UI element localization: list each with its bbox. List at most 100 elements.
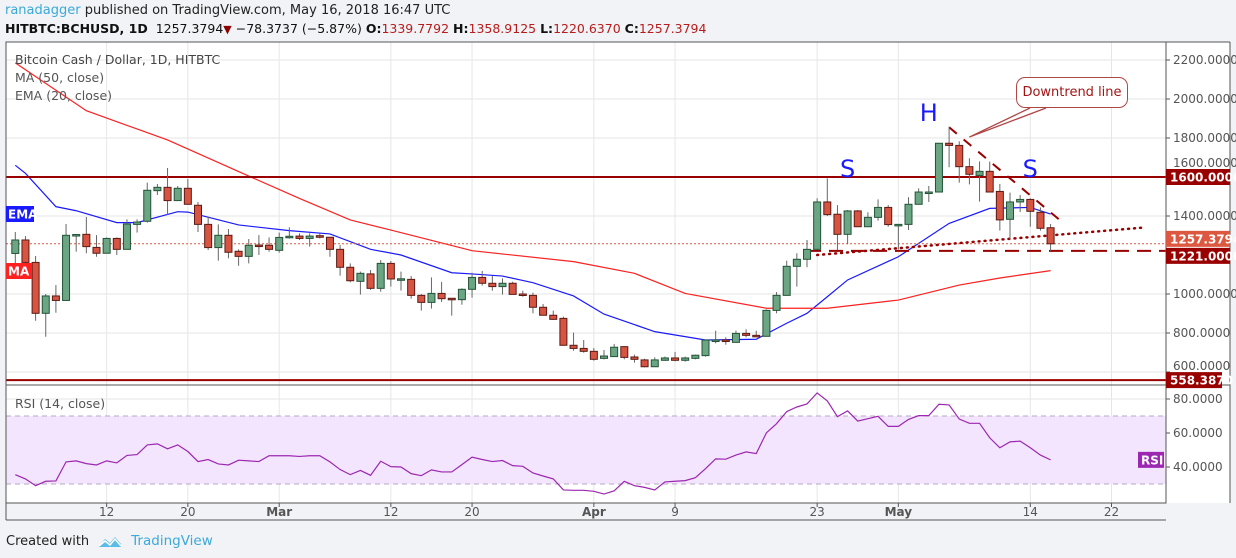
candle-body bbox=[559, 317, 568, 346]
ma-legend[interactable]: MA (50, close) bbox=[15, 70, 105, 85]
candle-body bbox=[457, 288, 466, 301]
candle bbox=[731, 330, 740, 343]
candle-body bbox=[792, 258, 801, 267]
candle-body bbox=[874, 206, 883, 218]
candle bbox=[417, 294, 426, 311]
candle bbox=[376, 260, 385, 292]
candle-body bbox=[701, 339, 710, 357]
candle bbox=[204, 216, 213, 250]
candle-body bbox=[143, 189, 152, 222]
rsi-legend[interactable]: RSI (14, close) bbox=[15, 396, 106, 411]
candle bbox=[691, 354, 700, 360]
candle-body bbox=[742, 332, 751, 336]
candle-body bbox=[528, 294, 537, 308]
ema-legend[interactable]: EMA (20, close) bbox=[15, 88, 113, 103]
y-tick-label: 1400.0000 bbox=[1173, 209, 1236, 223]
candle bbox=[539, 303, 548, 316]
chart-title: Bitcoin Cash / Dollar, 1D, HITBTC bbox=[15, 52, 221, 67]
close-label: C: bbox=[624, 21, 639, 36]
candle bbox=[356, 271, 365, 295]
candle bbox=[579, 340, 588, 353]
candle-body bbox=[244, 244, 253, 257]
candle bbox=[254, 235, 263, 255]
candle-body bbox=[630, 356, 639, 360]
y-tick-label: 600.0000 bbox=[1173, 359, 1230, 373]
candle bbox=[549, 310, 558, 320]
candle bbox=[559, 316, 568, 346]
candle bbox=[315, 233, 324, 239]
candle bbox=[711, 330, 720, 344]
candle bbox=[782, 260, 791, 296]
downtrend-trendline bbox=[948, 126, 1062, 222]
candle bbox=[660, 356, 669, 361]
candle-body bbox=[975, 170, 984, 176]
candle-body bbox=[102, 237, 111, 254]
candle bbox=[721, 337, 730, 345]
candle-body bbox=[254, 244, 263, 248]
tradingview-link[interactable]: TradingView bbox=[131, 533, 213, 549]
candle-body bbox=[346, 266, 355, 282]
y-tick-label: 1800.0000 bbox=[1173, 131, 1236, 145]
candle bbox=[397, 271, 405, 291]
candle-body bbox=[823, 201, 832, 216]
candle-body bbox=[204, 223, 213, 249]
candle-body bbox=[539, 306, 548, 316]
candle-body bbox=[934, 142, 943, 193]
x-tick-label: Apr bbox=[582, 505, 606, 519]
candle bbox=[823, 178, 832, 216]
candle bbox=[853, 209, 862, 228]
rsi-line bbox=[15, 392, 1051, 495]
candle-body bbox=[478, 276, 487, 284]
low-value: 1220.6370 bbox=[553, 21, 621, 36]
candle bbox=[701, 339, 710, 357]
candle-body bbox=[985, 170, 994, 193]
candle bbox=[265, 237, 274, 252]
candle bbox=[163, 168, 172, 216]
candle-body bbox=[366, 273, 375, 289]
candle bbox=[589, 348, 598, 361]
candle-body bbox=[336, 248, 345, 268]
candle-body bbox=[1046, 227, 1055, 245]
rsi-band bbox=[6, 416, 1166, 484]
candle-body bbox=[41, 295, 50, 314]
author-link[interactable]: ranadagger bbox=[5, 3, 81, 18]
candle bbox=[183, 178, 192, 205]
candle bbox=[112, 237, 121, 255]
candle-body bbox=[955, 144, 964, 168]
candle bbox=[153, 184, 162, 195]
candle-body bbox=[498, 282, 507, 288]
x-tick-label: May bbox=[885, 505, 913, 519]
high-value: 1358.9125 bbox=[468, 21, 537, 36]
candle bbox=[214, 224, 223, 261]
candle bbox=[772, 292, 781, 314]
x-tick-label: 12 bbox=[99, 505, 114, 519]
ema-tag: EMA bbox=[8, 208, 38, 222]
candle bbox=[671, 351, 680, 362]
candle bbox=[1036, 207, 1045, 231]
candle-body bbox=[92, 246, 101, 254]
candle bbox=[275, 232, 284, 253]
symbol-info: HITBTC:BCHUSD, 1D 1257.3794▼ −78.3737 (−… bbox=[5, 21, 706, 36]
y-tick-label: 2200.0000 bbox=[1173, 53, 1236, 67]
candle bbox=[234, 249, 243, 266]
candle-body bbox=[945, 142, 954, 146]
y-tick-label: 800.0000 bbox=[1173, 326, 1230, 340]
candle bbox=[133, 219, 142, 233]
candle-body bbox=[569, 344, 578, 349]
candle-body bbox=[965, 166, 974, 175]
candle bbox=[143, 182, 152, 223]
candle-body bbox=[468, 276, 477, 290]
candle-body bbox=[305, 235, 314, 239]
candle-body bbox=[1016, 198, 1025, 203]
candle-body bbox=[82, 233, 91, 248]
candle bbox=[843, 209, 852, 245]
candle-body bbox=[640, 359, 649, 368]
candle-body bbox=[894, 223, 903, 227]
candle bbox=[620, 346, 629, 360]
candle-body bbox=[194, 204, 202, 225]
candle-body bbox=[275, 236, 284, 251]
candle-body bbox=[417, 294, 426, 303]
ma-tag: MA bbox=[8, 265, 30, 279]
pattern-label-s: S bbox=[1023, 155, 1038, 183]
